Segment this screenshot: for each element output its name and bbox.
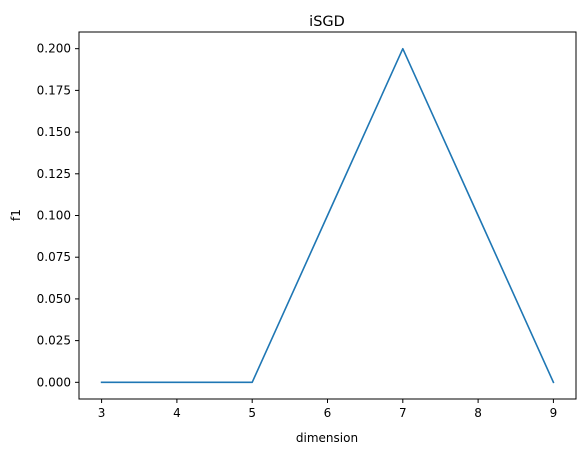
y-axis: 0.000 0.025 0.050 0.075 0.100 0.125 0.150 0.175… [37, 42, 79, 389]
y-tick-label: 0.100 [37, 209, 71, 223]
x-tick-label: 5 [248, 406, 256, 420]
series-line-0 [100, 47, 555, 384]
y-axis-label: f1 [9, 209, 23, 221]
y-tick-label: 0.200 [37, 42, 71, 56]
x-tick-label: 6 [324, 406, 332, 420]
chart-title: iSGD [309, 14, 345, 30]
x-axis: 3 4 5 6 7 8 9 [98, 399, 557, 420]
x-tick-label: 9 [550, 406, 558, 420]
y-tick-label: 0.175 [37, 83, 71, 97]
x-tick-label: 4 [173, 406, 181, 420]
x-tick-label: 8 [474, 406, 482, 420]
plot-area [100, 47, 555, 384]
y-tick-label: 0.075 [37, 250, 71, 264]
y-tick-label: 0.050 [37, 292, 71, 306]
y-tick-label: 0.150 [37, 125, 71, 139]
y-tick-label: 0.125 [37, 167, 71, 181]
x-tick-label: 7 [399, 406, 407, 420]
x-axis-label: dimension [296, 431, 358, 445]
x-tick-label: 3 [98, 406, 106, 420]
y-tick-label: 0.025 [37, 334, 71, 348]
y-tick-label: 0.000 [37, 375, 71, 389]
